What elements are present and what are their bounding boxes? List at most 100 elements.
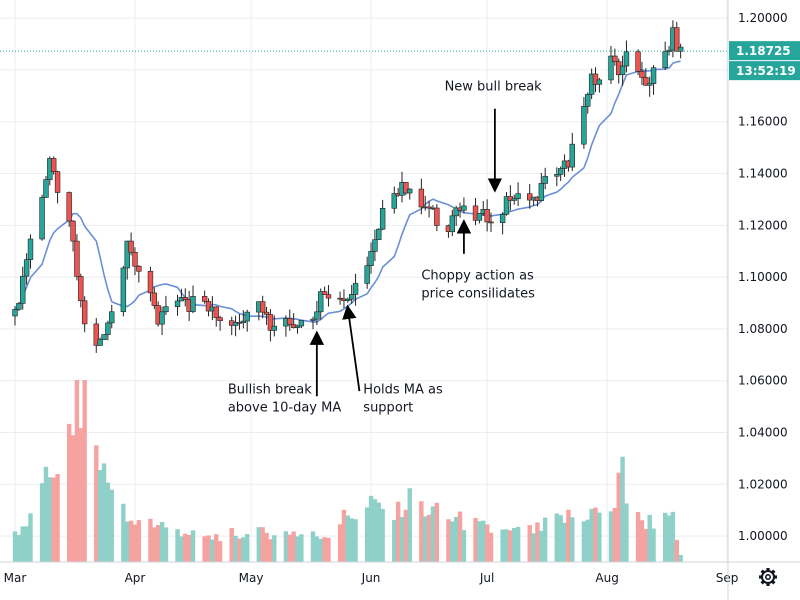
candle-body <box>259 301 266 313</box>
volume-bar <box>109 489 114 562</box>
volume-bar <box>481 520 486 562</box>
x-tick-label: Aug <box>595 571 618 585</box>
candle-body <box>43 179 49 198</box>
candle-body <box>542 175 548 184</box>
volume-bar <box>210 539 215 562</box>
annotation-line: price consilidates <box>421 287 535 302</box>
candle <box>190 285 196 314</box>
candle <box>674 21 680 52</box>
candle <box>310 316 316 330</box>
volume-bar <box>175 529 180 562</box>
candle-body <box>379 208 386 230</box>
volume-bar <box>241 537 246 562</box>
candle <box>426 200 432 218</box>
candle <box>569 132 575 172</box>
candle-body <box>271 325 277 331</box>
candle <box>391 186 397 214</box>
candle-body <box>581 106 587 145</box>
candle <box>314 300 320 326</box>
candle <box>341 289 347 309</box>
volume-bar <box>423 516 428 562</box>
candle <box>321 286 328 295</box>
candle-body <box>190 296 196 312</box>
last-price-value: 1.18725 <box>736 44 791 58</box>
volume-bar <box>643 529 649 562</box>
volume-bar <box>97 470 103 562</box>
candle-body <box>484 209 490 223</box>
candle <box>515 182 521 207</box>
volume-bar <box>148 518 153 562</box>
candle-body <box>662 51 668 69</box>
y-tick-label: 1.08000 <box>738 322 788 336</box>
volume-bar <box>508 530 513 562</box>
candle-body <box>147 270 154 294</box>
candle <box>163 295 169 315</box>
candle <box>298 320 305 329</box>
volume-bar <box>558 515 563 562</box>
candle-body <box>81 300 88 325</box>
candle-body <box>12 309 18 317</box>
candle <box>120 265 127 317</box>
candle-body <box>646 83 653 86</box>
candle <box>364 256 370 289</box>
volume-bar <box>16 534 22 562</box>
candle <box>16 302 22 312</box>
candle-body <box>93 323 99 346</box>
volume-bar <box>299 534 304 562</box>
candle <box>97 337 103 346</box>
candle <box>54 170 61 204</box>
volume-bar <box>353 519 358 562</box>
candle <box>50 156 57 175</box>
candle-body <box>608 55 614 81</box>
volume-bar <box>364 507 370 562</box>
annotation-line: Holds MA as <box>363 383 443 398</box>
candle <box>43 176 49 199</box>
candle <box>132 247 138 276</box>
candle-body <box>472 205 479 221</box>
candle-body <box>318 291 324 313</box>
gear-icon[interactable] <box>759 568 777 586</box>
annotation-arrow <box>342 304 361 392</box>
candle-body <box>101 334 107 340</box>
y-tick-label: 1.14000 <box>738 167 788 181</box>
candle-body <box>407 188 413 194</box>
volume-bar <box>155 525 161 562</box>
candle-body <box>372 239 378 252</box>
volume-bar <box>678 554 683 562</box>
candle <box>403 182 409 196</box>
volume-bar <box>647 514 652 562</box>
volume-bar <box>125 521 130 562</box>
candle <box>39 194 45 241</box>
volume-bar <box>70 435 76 562</box>
candle <box>619 55 626 86</box>
volume-bar <box>380 508 385 562</box>
annotations: Bullish break above 10-day MA Holds MA as s… <box>228 80 542 416</box>
volume-bar <box>28 513 33 562</box>
candle <box>608 45 614 85</box>
candle <box>128 232 134 256</box>
volume-bar <box>214 534 219 562</box>
volume-bar <box>581 521 587 562</box>
candle-body <box>16 303 22 310</box>
volume-bar <box>624 503 629 562</box>
candle <box>596 77 603 93</box>
volume-bar <box>66 423 72 562</box>
volume-bar <box>457 511 463 562</box>
volume-bar <box>395 501 401 562</box>
candle <box>662 41 668 70</box>
candle-body <box>557 168 564 175</box>
candle <box>635 49 641 76</box>
volume-bar <box>477 521 482 562</box>
volume-bar <box>434 502 440 562</box>
volume-bar <box>318 538 323 562</box>
candle-body <box>105 322 111 335</box>
candle <box>23 253 30 285</box>
candle <box>345 297 351 303</box>
volume-bar <box>542 517 548 562</box>
candle <box>449 209 456 237</box>
gear-ring <box>761 570 775 584</box>
candle <box>271 315 277 337</box>
volume-bar <box>256 527 262 562</box>
volume-bar <box>233 535 238 562</box>
